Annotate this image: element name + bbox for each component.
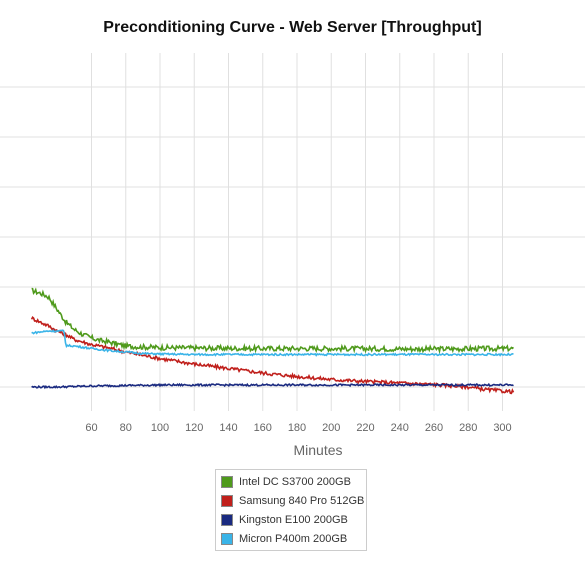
x-tick-label: 80: [120, 422, 132, 434]
x-tick-label: 180: [288, 422, 306, 434]
x-tick-label: 240: [391, 422, 409, 434]
legend-swatch: [221, 475, 233, 488]
x-tick-label: 60: [85, 422, 97, 434]
series-lines: [30, 287, 515, 395]
legend-label: Micron P400m 200GB: [239, 532, 348, 545]
series-line-micron-p400m-200gb: [31, 329, 514, 357]
legend-item[interactable]: Intel DC S3700 200GB: [216, 472, 366, 491]
legend-label: Kingston E100 200GB: [239, 513, 348, 526]
x-tick-label: 300: [493, 422, 511, 434]
grid: [0, 53, 585, 411]
x-tick-label: 200: [322, 422, 340, 434]
x-tick-label: 260: [425, 422, 443, 434]
chart-title: Preconditioning Curve - Web Server [Thro…: [103, 19, 482, 36]
series-line-samsung-840-pro-512gb: [30, 316, 515, 395]
x-tick-label: 100: [151, 422, 169, 434]
x-tick-label: 220: [356, 422, 374, 434]
x-tick-label: 160: [254, 422, 272, 434]
series-line-intel-dc-s3700-200gb: [31, 287, 515, 355]
legend-item[interactable]: Kingston E100 200GB: [216, 510, 366, 529]
x-tick-label: 120: [185, 422, 203, 434]
legend-label: Samsung 840 Pro 512GB: [239, 494, 365, 507]
legend-swatch: [221, 494, 233, 507]
x-tick-label: 280: [459, 422, 477, 434]
legend-item[interactable]: Samsung 840 Pro 512GB: [216, 491, 366, 510]
x-tick-labels: 60 80 100 120 140 160 180 200 220 240 260 280 300: [85, 422, 511, 434]
x-tick-label: 140: [219, 422, 237, 434]
legend-label: Intel DC S3700 200GB: [239, 475, 351, 488]
legend-swatch: [221, 532, 233, 545]
series-line-kingston-e100-200gb: [31, 382, 514, 390]
x-axis-label: Minutes: [293, 442, 342, 458]
legend-item[interactable]: Micron P400m 200GB: [216, 529, 366, 548]
legend-swatch: [221, 513, 233, 526]
legend: Intel DC S3700 200GB Samsung 840 Pro 512G…: [215, 469, 367, 551]
